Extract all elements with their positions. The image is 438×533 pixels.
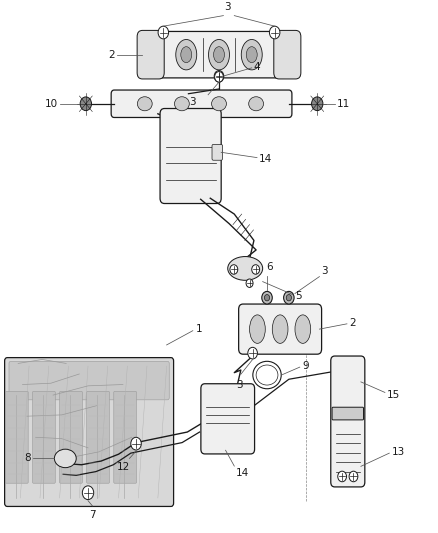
Text: 2: 2 [108, 50, 114, 60]
Ellipse shape [241, 39, 262, 70]
Text: 3: 3 [190, 97, 196, 107]
Text: 5: 5 [295, 291, 302, 301]
Text: 10: 10 [44, 99, 57, 109]
Circle shape [246, 279, 253, 287]
FancyBboxPatch shape [87, 391, 110, 483]
Ellipse shape [272, 315, 288, 343]
Text: 12: 12 [117, 462, 130, 472]
Ellipse shape [246, 47, 257, 63]
Circle shape [252, 265, 260, 274]
Ellipse shape [174, 96, 189, 111]
FancyBboxPatch shape [239, 304, 321, 354]
Ellipse shape [214, 47, 224, 63]
Text: 3: 3 [321, 265, 328, 276]
Circle shape [230, 265, 238, 274]
Circle shape [265, 295, 270, 301]
FancyBboxPatch shape [151, 31, 287, 78]
Text: 7: 7 [89, 510, 95, 520]
Ellipse shape [295, 315, 311, 343]
FancyBboxPatch shape [9, 361, 169, 400]
FancyBboxPatch shape [212, 144, 223, 160]
FancyBboxPatch shape [137, 30, 164, 79]
FancyBboxPatch shape [114, 391, 137, 483]
Ellipse shape [181, 47, 192, 63]
FancyBboxPatch shape [201, 384, 254, 454]
Circle shape [286, 295, 291, 301]
FancyBboxPatch shape [6, 391, 28, 483]
Text: 4: 4 [254, 62, 261, 72]
Circle shape [284, 292, 294, 304]
Circle shape [158, 26, 169, 39]
Circle shape [248, 348, 258, 359]
Text: 3: 3 [236, 379, 243, 390]
Text: 1: 1 [196, 324, 203, 334]
Text: 14: 14 [236, 468, 249, 478]
Ellipse shape [250, 315, 265, 343]
Text: 14: 14 [259, 154, 272, 164]
Circle shape [82, 486, 94, 499]
Text: 13: 13 [392, 447, 405, 457]
Ellipse shape [138, 96, 152, 111]
Circle shape [214, 70, 224, 82]
FancyBboxPatch shape [331, 356, 365, 487]
Text: 9: 9 [302, 360, 309, 370]
FancyBboxPatch shape [60, 391, 82, 483]
Text: 3: 3 [224, 3, 231, 12]
Circle shape [215, 71, 223, 82]
Text: 15: 15 [387, 390, 400, 400]
FancyBboxPatch shape [111, 90, 292, 117]
FancyBboxPatch shape [160, 109, 221, 204]
Text: 11: 11 [337, 99, 350, 109]
Text: 2: 2 [349, 318, 356, 328]
Circle shape [262, 292, 272, 304]
Text: 6: 6 [266, 262, 272, 272]
Circle shape [349, 471, 358, 482]
Circle shape [80, 97, 92, 111]
Ellipse shape [176, 39, 197, 70]
Ellipse shape [212, 96, 226, 111]
Ellipse shape [54, 449, 76, 467]
Circle shape [311, 97, 323, 111]
Circle shape [269, 26, 280, 39]
Circle shape [131, 437, 141, 450]
Ellipse shape [249, 96, 264, 111]
FancyBboxPatch shape [32, 391, 55, 483]
FancyBboxPatch shape [274, 30, 301, 79]
Ellipse shape [208, 39, 230, 70]
Text: 8: 8 [24, 454, 30, 463]
Ellipse shape [228, 256, 263, 280]
Circle shape [338, 471, 346, 482]
FancyBboxPatch shape [332, 407, 364, 420]
FancyBboxPatch shape [5, 358, 173, 506]
